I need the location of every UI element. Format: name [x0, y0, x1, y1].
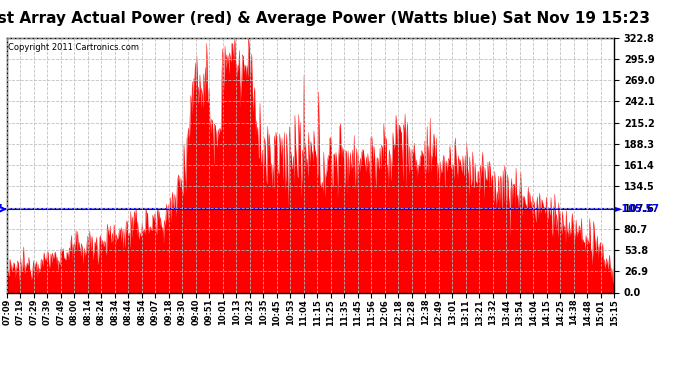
- Text: ►105.57: ►105.57: [615, 204, 660, 214]
- Text: Copyright 2011 Cartronics.com: Copyright 2011 Cartronics.com: [8, 43, 139, 52]
- Text: 105.57: 105.57: [0, 204, 4, 214]
- Text: West Array Actual Power (red) & Average Power (Watts blue) Sat Nov 19 15:23: West Array Actual Power (red) & Average …: [0, 11, 650, 26]
